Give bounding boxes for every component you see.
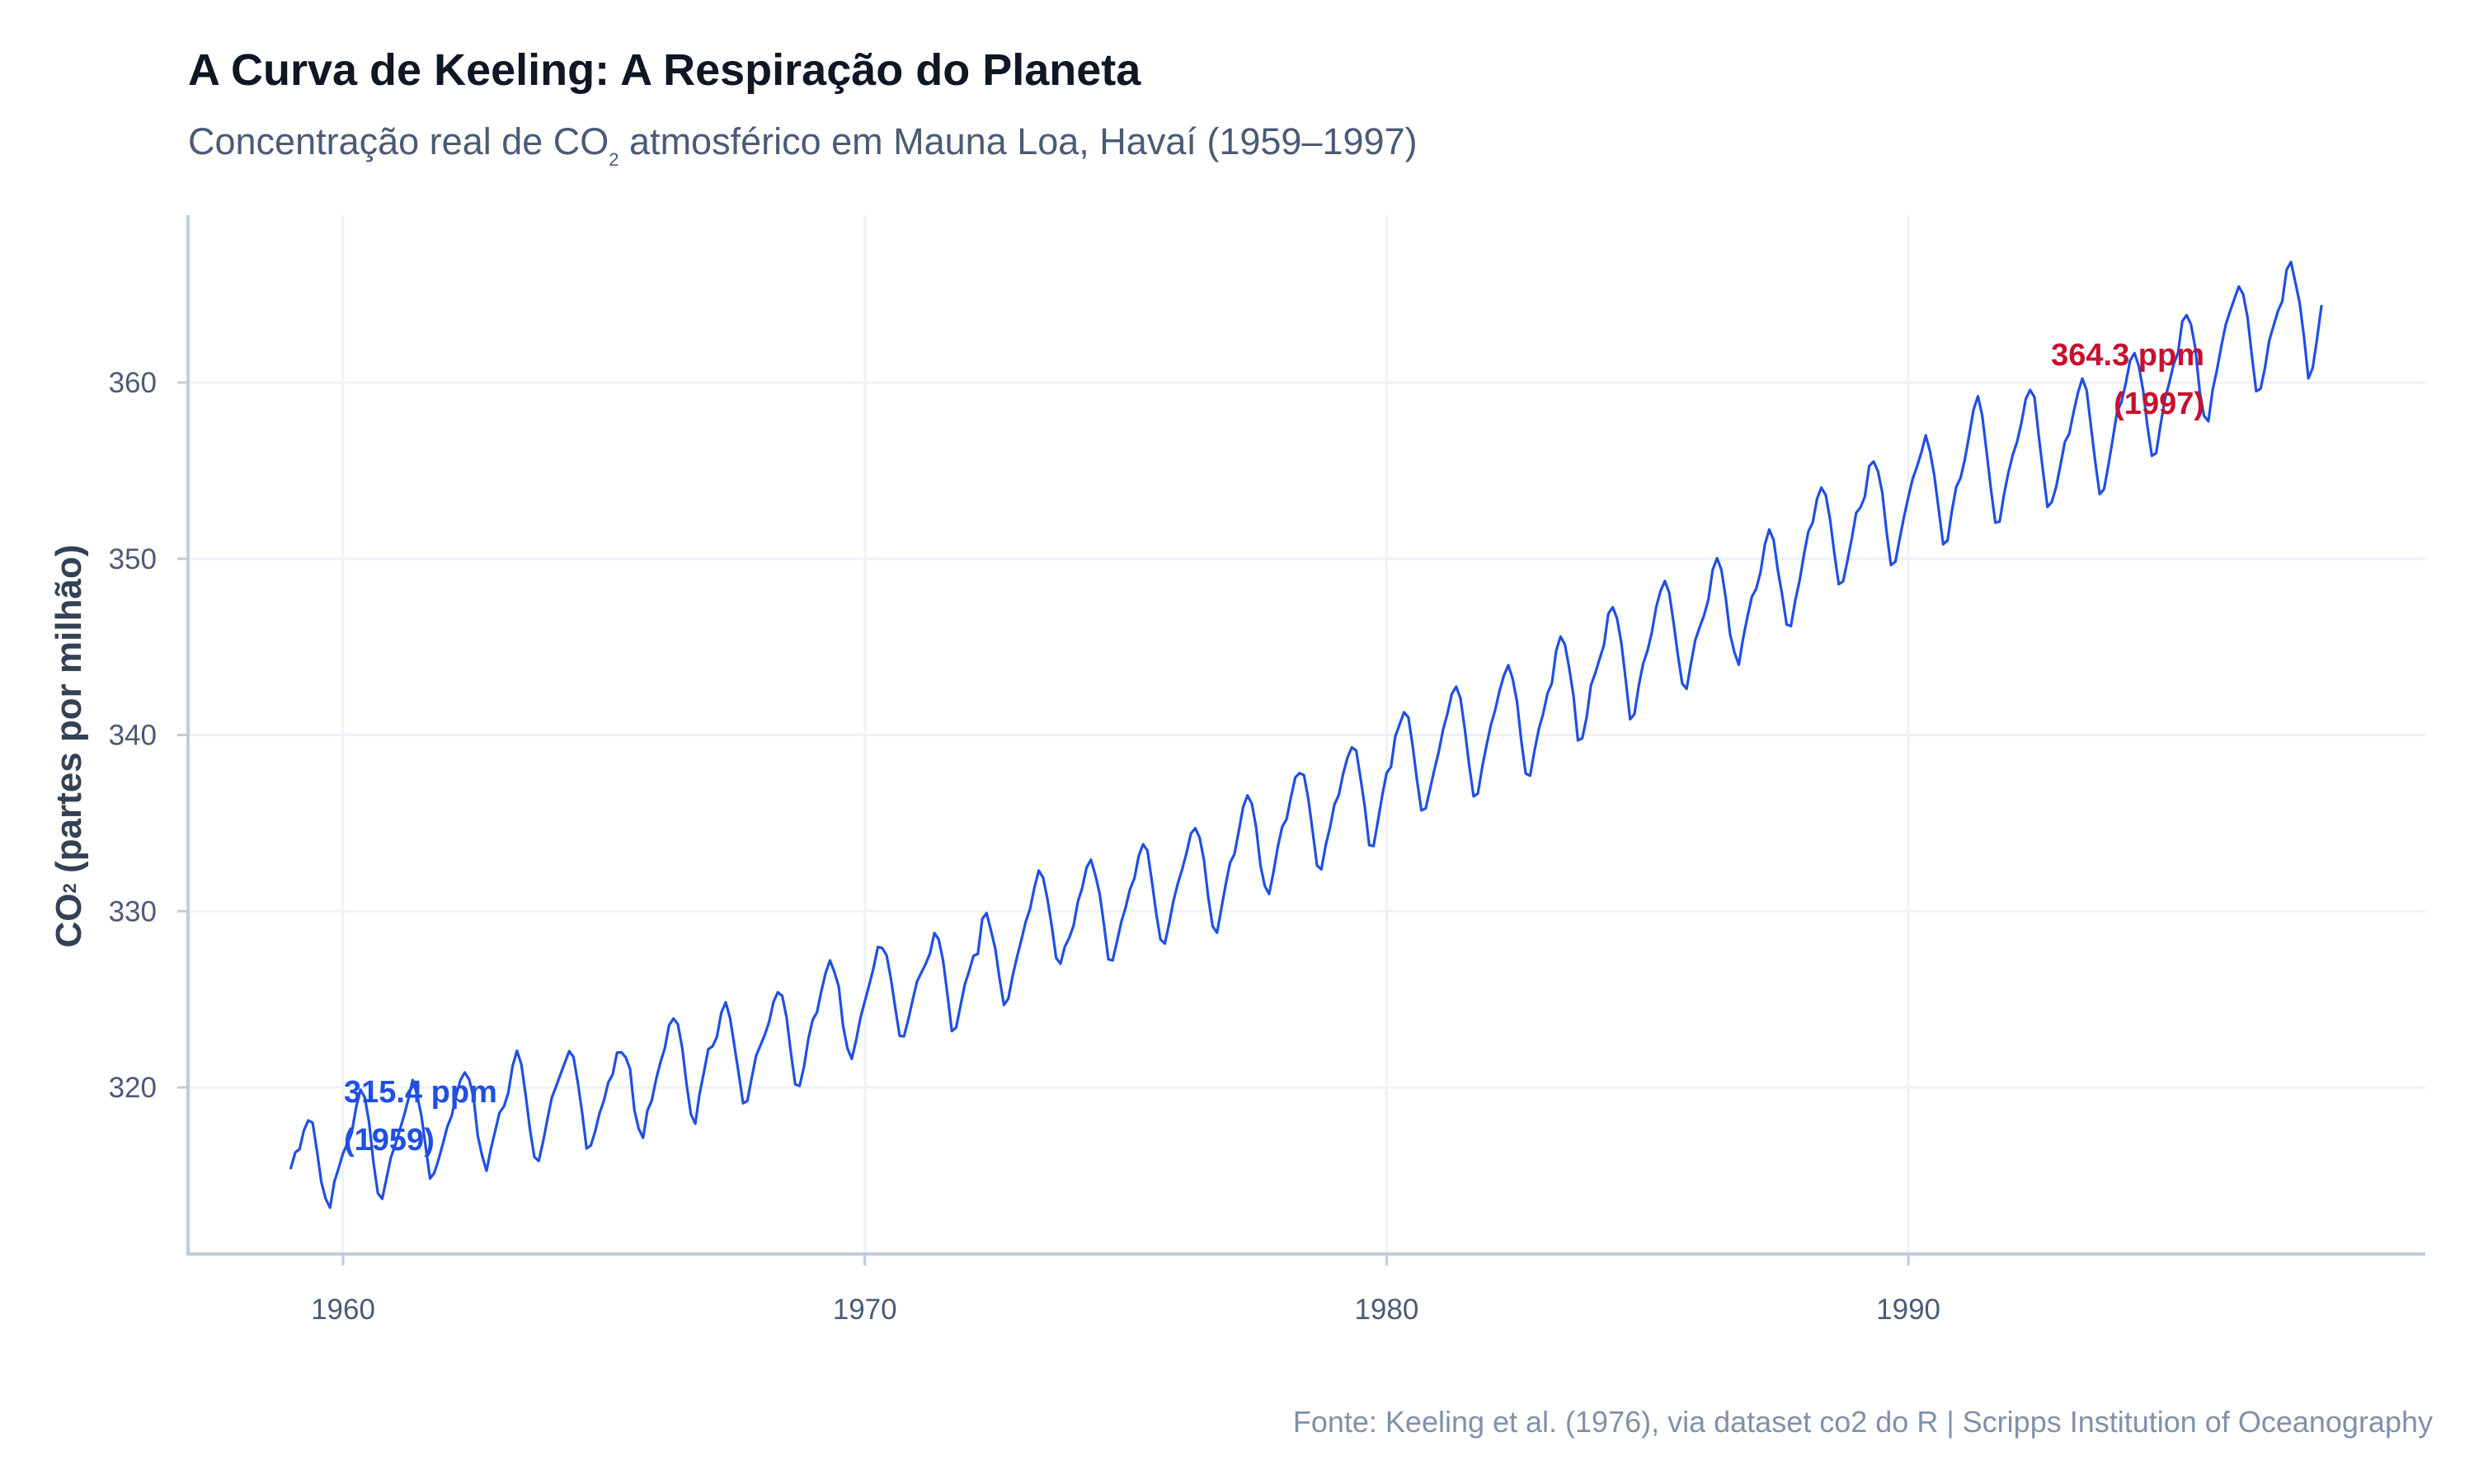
subtitle-subscript: 2 — [609, 149, 618, 170]
annotation-end-value: 364.3 ppm — [2051, 338, 2204, 373]
annotation-start-year: (1959) — [344, 1123, 435, 1158]
x-tick-label: 1970 — [833, 1294, 897, 1326]
y-tick-label: 350 — [109, 543, 157, 575]
chart-subtitle: Concentração real de CO2 atmosférico em … — [188, 120, 1418, 170]
co2-series-line — [289, 261, 2323, 1209]
annotation-start-value: 315.4 ppm — [344, 1075, 497, 1110]
chart-title: A Curva de Keeling: A Respiração do Plan… — [188, 45, 1141, 95]
subtitle-pre: Concentração real de CO — [188, 120, 609, 162]
annotation-end-year: (1997) — [2114, 387, 2204, 421]
subtitle-post: atmosférico em Mauna Loa, Havaí (1959–19… — [619, 120, 1418, 162]
y-tick-label: 330 — [109, 895, 157, 928]
x-tick-label: 1990 — [1876, 1294, 1940, 1326]
annotations: 315.4 ppm (1959) 364.3 ppm (1997) — [344, 338, 2204, 1158]
y-tick-label: 320 — [109, 1072, 157, 1104]
x-tick-label: 1960 — [311, 1294, 375, 1326]
y-tick-label: 360 — [109, 367, 157, 399]
ylabel-subscript: 2 — [59, 883, 80, 893]
gridlines — [188, 215, 2425, 1254]
x-tick-label: 1980 — [1354, 1294, 1418, 1326]
y-axis-title: CO2 (partes por milhão) — [49, 545, 89, 948]
series-layer — [289, 261, 2323, 1209]
ylabel-post: (partes por milhão) — [49, 545, 89, 884]
ylabel-pre: CO — [49, 893, 89, 947]
y-tick-label: 340 — [109, 720, 157, 752]
tick-labels: 1960 1970 1980 1990 320 330 340 350 360 — [109, 367, 1940, 1326]
chart-caption: Fonte: Keeling et al. (1976), via datase… — [1293, 1405, 2433, 1439]
